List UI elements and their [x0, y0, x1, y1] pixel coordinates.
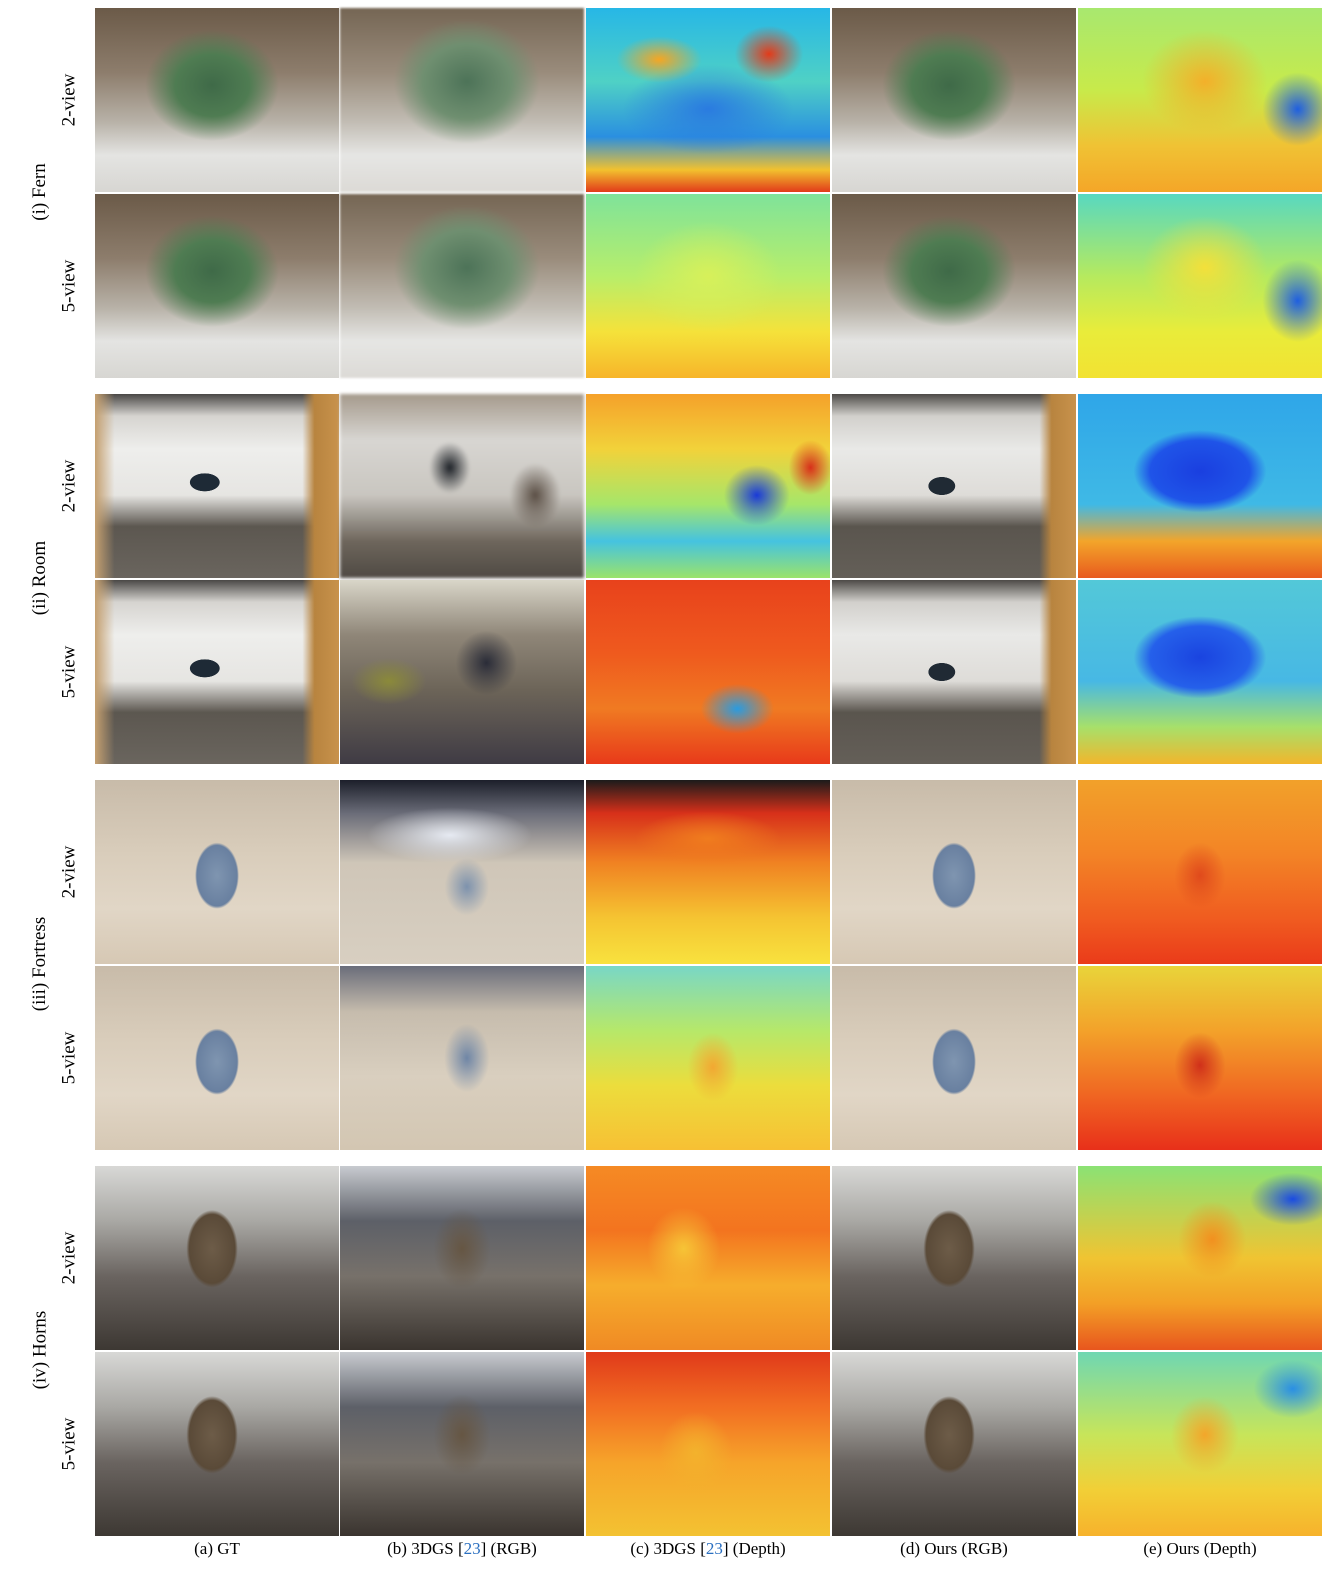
image-horns-5view-gt — [95, 1352, 339, 1536]
image-fortress-5view-ours-rgb — [832, 966, 1076, 1150]
image-horns-2view-gt — [95, 1166, 339, 1350]
image-room-2view-ours-depth — [1078, 394, 1322, 578]
row-label-fortress-2view: 2-view — [58, 845, 80, 899]
row-label-room-5view: 5-view — [58, 645, 80, 699]
image-fortress-5view-gt — [95, 966, 339, 1150]
image-fortress-5view-3dgs-depth — [586, 966, 830, 1150]
image-horns-2view-3dgs-depth — [586, 1166, 830, 1350]
caption-ours-depth: (e) Ours (Depth) — [1143, 1539, 1257, 1558]
image-fern-5view-ours-depth — [1078, 194, 1322, 378]
caption-ours-rgb: (d) Ours (RGB) — [900, 1539, 1008, 1558]
image-fern-5view-3dgs-depth — [586, 194, 830, 378]
image-fortress-2view-ours-depth — [1078, 780, 1322, 964]
image-horns-5view-3dgs-rgb — [340, 1352, 584, 1536]
image-fern-5view-gt — [95, 194, 339, 378]
image-fortress-2view-gt — [95, 780, 339, 964]
row-label-fortress-5view: 5-view — [58, 1031, 80, 1085]
image-horns-2view-ours-depth — [1078, 1166, 1322, 1350]
image-fern-2view-3dgs-rgb — [340, 8, 584, 192]
scene-label-fortress: (iii) Fortress — [29, 916, 50, 1012]
row-label-horns-2view: 2-view — [58, 1231, 80, 1285]
image-fern-2view-3dgs-depth — [586, 8, 830, 192]
image-fern-2view-gt — [95, 8, 339, 192]
image-room-5view-gt — [95, 580, 339, 764]
image-fern-5view-3dgs-rgb — [340, 194, 584, 378]
row-label-fern-5view: 5-view — [58, 259, 80, 313]
image-horns-5view-ours-rgb — [832, 1352, 1076, 1536]
row-label-fern-2view: 2-view — [58, 73, 80, 127]
image-fern-2view-ours-rgb — [832, 8, 1076, 192]
image-horns-2view-ours-rgb — [832, 1166, 1076, 1350]
citation-link[interactable]: 23 — [463, 1539, 481, 1558]
image-fortress-5view-3dgs-rgb — [340, 966, 584, 1150]
image-fortress-2view-3dgs-depth — [586, 780, 830, 964]
caption-3dgs-rgb: (b) 3DGS [23] (RGB) — [387, 1539, 537, 1558]
image-fortress-2view-ours-rgb — [832, 780, 1076, 964]
image-horns-5view-ours-depth — [1078, 1352, 1322, 1536]
image-room-5view-ours-depth — [1078, 580, 1322, 764]
scene-label-fern: (i) Fern — [29, 163, 51, 221]
image-fortress-5view-ours-depth — [1078, 966, 1322, 1150]
image-fortress-2view-3dgs-rgb — [340, 780, 584, 964]
citation-link[interactable]: 23 — [705, 1539, 723, 1558]
image-room-5view-3dgs-rgb — [340, 580, 584, 764]
row-label-horns-5view: 5-view — [58, 1417, 80, 1471]
scene-label-horns: (iv) Horns — [29, 1310, 51, 1390]
caption-gt: (a) GT — [194, 1539, 240, 1558]
caption-3dgs-depth: (c) 3DGS [23] (Depth) — [630, 1539, 786, 1558]
image-room-2view-ours-rgb — [832, 394, 1076, 578]
image-room-2view-3dgs-depth — [586, 394, 830, 578]
image-room-2view-3dgs-rgb — [340, 394, 584, 578]
image-horns-2view-3dgs-rgb — [340, 1166, 584, 1350]
row-label-room-2view: 2-view — [58, 459, 80, 513]
image-room-5view-ours-rgb — [832, 580, 1076, 764]
image-fern-2view-ours-depth — [1078, 8, 1322, 192]
image-room-5view-3dgs-depth — [586, 580, 830, 764]
image-horns-5view-3dgs-depth — [586, 1352, 830, 1536]
image-fern-5view-ours-rgb — [832, 194, 1076, 378]
scene-label-room: (ii) Room — [29, 540, 51, 616]
image-room-2view-gt — [95, 394, 339, 578]
